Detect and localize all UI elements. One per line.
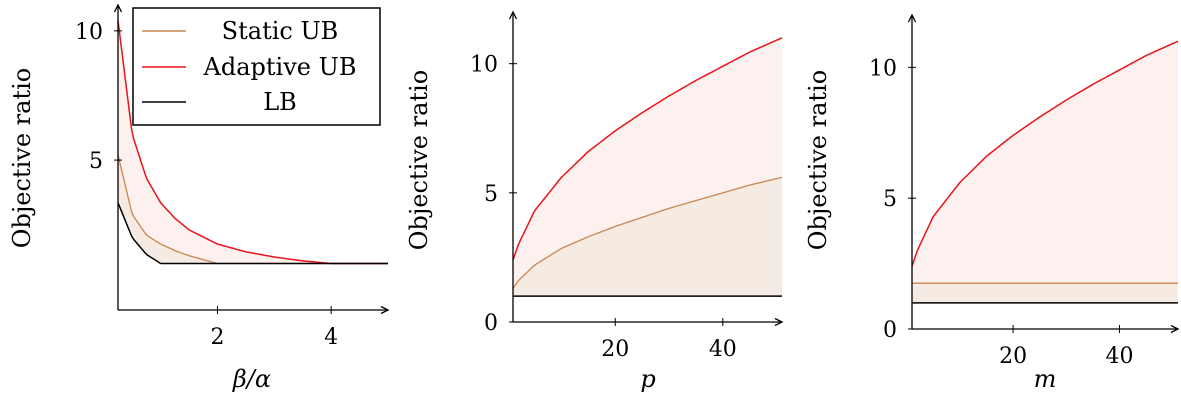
legend-label-lb: LB [263, 88, 297, 116]
y-axis-arrowhead [113, 3, 123, 13]
y-tick-label: 5 [883, 187, 897, 212]
y-tick-label: 10 [470, 53, 498, 78]
y-tick-label: 5 [89, 149, 103, 174]
x-axis-title-p: p [640, 365, 655, 393]
y-tick-label: 10 [869, 56, 897, 81]
x-tick-label: 40 [1105, 344, 1133, 369]
y-axis-title: Objective ratio [8, 68, 36, 248]
x-tick-label: 20 [601, 337, 629, 362]
y-axis-title: Objective ratio [804, 70, 832, 250]
chart-panel-p: 20 40 0 5 10 Objective ratio p [405, 10, 784, 393]
y-tick-label: 5 [484, 182, 498, 207]
chart-panel-beta-alpha: 2 4 5 10 Objective ratio β/α [8, 3, 390, 393]
series-line-lb [117, 202, 388, 265]
y-tick-label: 0 [883, 318, 897, 343]
y-tick-label: 0 [484, 311, 498, 336]
shaded-band-static-ub-to-lb [912, 283, 1178, 303]
legend-label-static-ub: Static UB [222, 17, 339, 45]
chart-panel-m: 20 40 0 5 10 Objective ratio m [804, 13, 1180, 393]
x-axis-arrowhead [774, 317, 784, 327]
x-tick-label: 4 [324, 325, 338, 350]
x-tick-label: 2 [210, 325, 224, 350]
legend-label-adaptive-ub: Adaptive UB [203, 53, 357, 81]
series-line-adaptive-ub [911, 40, 1179, 267]
chart-legend: Static UB Adaptive UB LB [132, 7, 381, 126]
x-tick-label: 20 [999, 344, 1027, 369]
shaded-band-static-ub-to-lb [513, 177, 782, 297]
x-axis-title-m: m [1034, 365, 1057, 393]
y-tick-label: 10 [75, 20, 103, 45]
shaded-band-adaptive-ub-to-static-ub [912, 41, 1178, 284]
x-axis-arrowhead [380, 305, 390, 315]
y-axis-title: Objective ratio [405, 70, 433, 250]
shaded-band-adaptive-ub-to-static-ub [513, 37, 782, 289]
y-axis-arrowhead [508, 10, 518, 20]
series-line-adaptive-ub [512, 37, 783, 261]
x-axis-arrowhead [1170, 324, 1180, 334]
series-line-static-ub [512, 176, 783, 289]
x-axis-title-beta-alpha: β/α [232, 365, 271, 393]
y-axis-arrowhead [907, 13, 917, 23]
x-tick-label: 40 [709, 337, 737, 362]
